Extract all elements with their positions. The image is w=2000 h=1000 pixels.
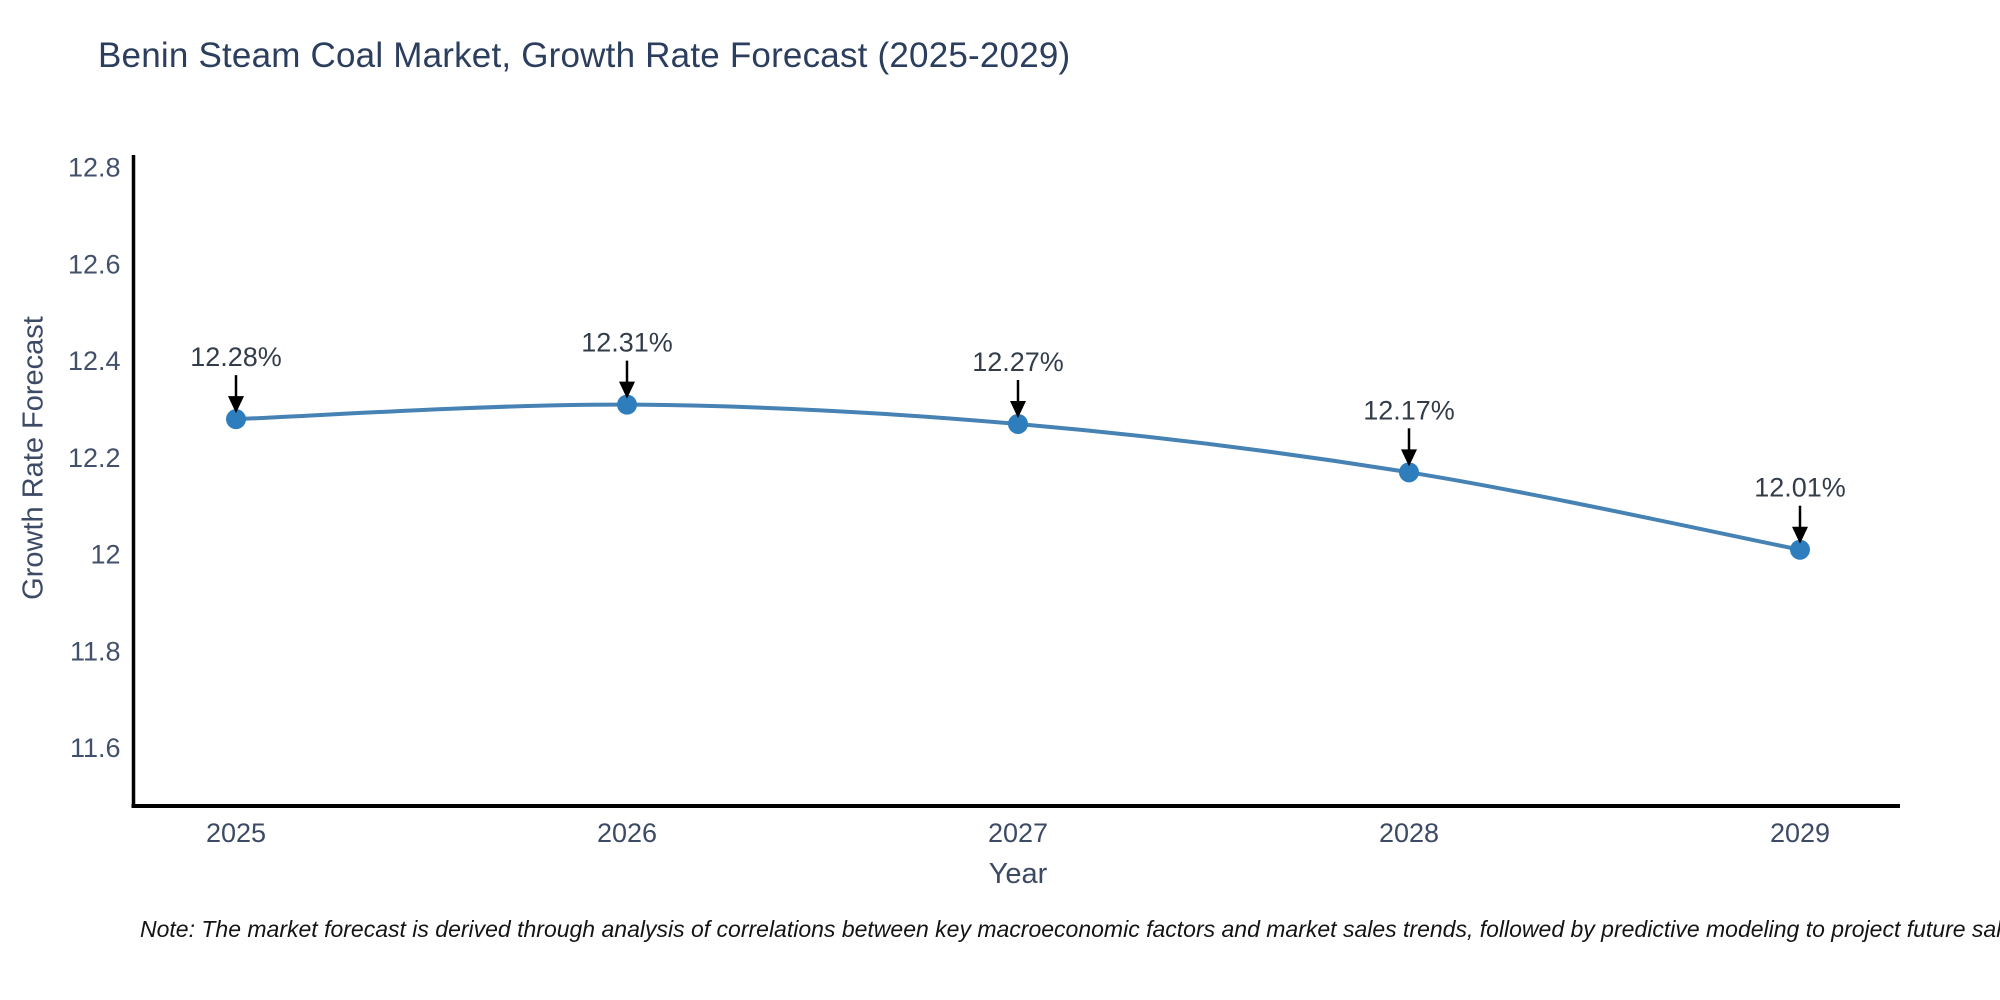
data-label: 12.01% (1754, 473, 1846, 503)
data-label: 12.31% (581, 328, 673, 358)
y-tick-label: 12.4 (68, 346, 121, 376)
annotation-arrowhead (1792, 526, 1808, 544)
chart-title: Benin Steam Coal Market, Growth Rate For… (98, 36, 1071, 75)
x-tick-label: 2027 (988, 818, 1048, 848)
data-point-2028 (1399, 462, 1419, 483)
y-tick-label: 12.8 (68, 153, 121, 183)
annotation-arrowhead (228, 396, 244, 414)
x-tick-label: 2026 (597, 818, 657, 848)
data-point-2025 (226, 409, 246, 430)
annotation-arrowhead (1401, 449, 1417, 467)
x-axis-title: Year (988, 858, 1048, 890)
data-point-2027 (1008, 413, 1028, 434)
annotation-arrowhead (619, 381, 635, 399)
x-tick-label: 2028 (1379, 818, 1439, 848)
y-tick-label: 11.6 (70, 733, 121, 763)
data-point-2026 (617, 394, 637, 415)
x-tick-label: 2025 (206, 818, 266, 848)
data-point-2029 (1790, 539, 1810, 560)
data-label: 12.17% (1363, 395, 1455, 425)
annotation-arrowhead (1010, 400, 1026, 418)
y-tick-label: 12 (90, 540, 120, 570)
data-label: 12.28% (190, 342, 282, 372)
y-tick-label: 11.8 (70, 636, 121, 666)
y-tick-label: 12.6 (68, 249, 121, 279)
data-label: 12.27% (972, 347, 1064, 377)
footnote: Note: The market forecast is derived thr… (140, 916, 2000, 942)
y-tick-label: 12.2 (68, 443, 121, 473)
x-tick-label: 2029 (1770, 818, 1830, 848)
